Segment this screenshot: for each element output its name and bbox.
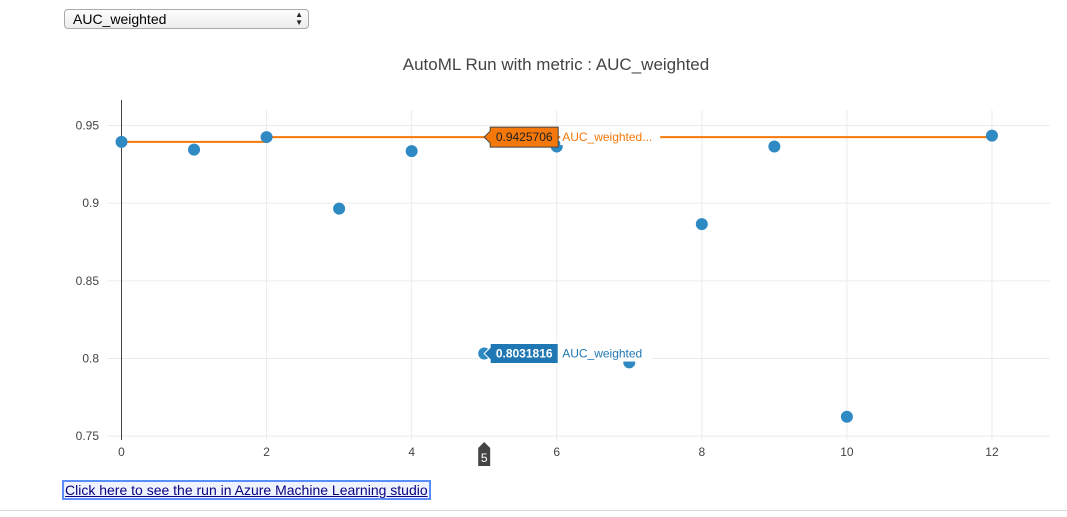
x-tick-label: 10 (840, 445, 854, 459)
data-point (188, 143, 201, 156)
hover-label-box (483, 343, 559, 365)
data-point (260, 131, 273, 144)
hover-name-bg (560, 345, 653, 362)
data-point (333, 202, 346, 215)
data-point (405, 145, 418, 158)
hover-name-bg (560, 129, 661, 146)
hover-value: 0.8031816 (496, 347, 553, 361)
data-point (695, 218, 708, 231)
hover-label-box (483, 126, 559, 148)
x-tick-label: 6 (553, 445, 560, 459)
hover-series-name: AUC_weighted... (562, 130, 652, 144)
x-tick-label: 8 (698, 445, 705, 459)
x-tick-label: 12 (985, 445, 999, 459)
y-tick-label: 0.75 (76, 429, 100, 443)
x-tick-label: 4 (408, 445, 415, 459)
dropdown-arrows-icon: ▲ ▼ (295, 10, 303, 27)
data-point (115, 135, 128, 148)
y-tick-label: 0.9 (82, 196, 99, 210)
metric-dropdown-value: AUC_weighted (73, 11, 167, 27)
azure-ml-studio-link[interactable]: Click here to see the run in Azure Machi… (62, 480, 431, 500)
hover-series-name: AUC_weighted (562, 347, 642, 361)
data-point (768, 140, 781, 153)
hover-value: 0.9425706 (496, 130, 553, 144)
y-tick-label: 0.8 (82, 351, 99, 365)
x-tick-label: 2 (263, 445, 270, 459)
metric-dropdown[interactable]: AUC_weighted ▲ ▼ (64, 9, 309, 29)
data-point (840, 410, 853, 423)
y-tick-label: 0.95 (76, 119, 100, 133)
chart-title: AutoML Run with metric : AUC_weighted (403, 55, 709, 74)
bottom-divider (0, 510, 1067, 511)
x-hover-label-box (478, 442, 491, 466)
data-point (985, 129, 998, 142)
y-tick-label: 0.85 (76, 274, 100, 288)
x-tick-label: 0 (118, 445, 125, 459)
x-hover-label: 5 (481, 451, 488, 465)
metric-chart[interactable]: AutoML Run with metric : AUC_weighted 0.7… (0, 40, 1067, 470)
